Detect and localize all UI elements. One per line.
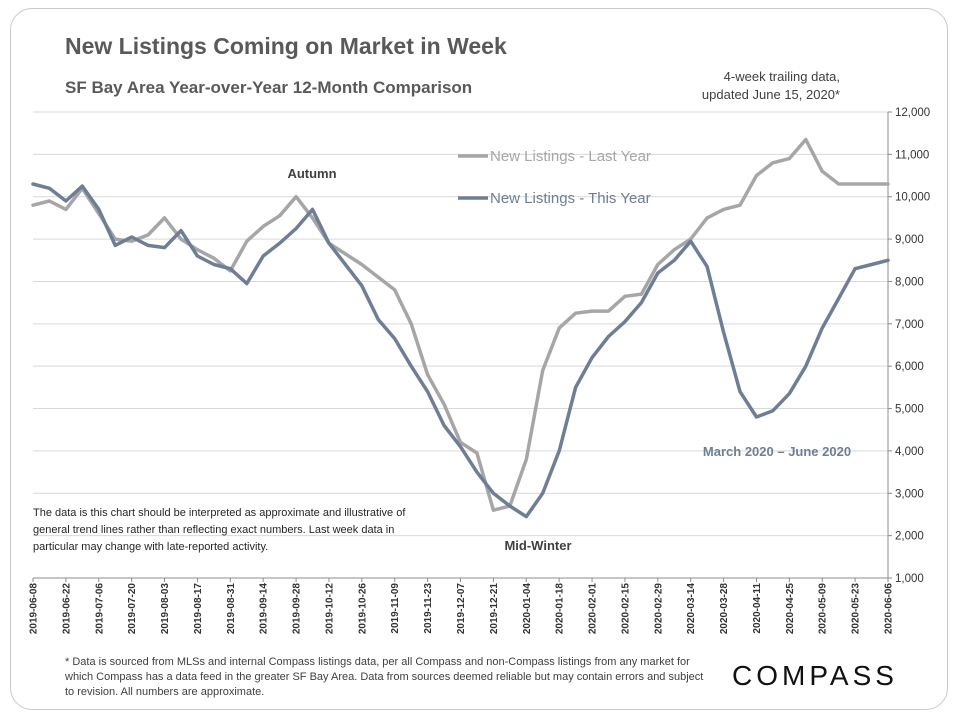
y-tick-label: 4,000 — [895, 446, 924, 458]
y-tick-label: 1,000 — [895, 573, 924, 585]
gridlines — [33, 111, 888, 537]
x-tick-label: 2019-09-14 — [259, 583, 270, 635]
x-tick-label: 2020-01-18 — [555, 583, 566, 635]
y-tick-label: 10,000 — [895, 192, 930, 204]
x-tick-label: 2019-08-17 — [193, 583, 204, 635]
x-tick-label: 2019-12-07 — [456, 583, 467, 635]
annotation-autumn: Autumn — [287, 166, 336, 181]
footnote-text: * Data is sourced from MLSs and internal… — [65, 656, 704, 698]
y-tick-label: 9,000 — [895, 234, 924, 246]
x-tick-label: 2019-10-12 — [324, 583, 335, 635]
y-axis: 1,000 2,000 3,000 4,000 5,000 6,000 7,000 8,000… — [887, 107, 930, 585]
x-tick-label: 2019-07-06 — [94, 583, 105, 635]
y-tick-label: 8,000 — [895, 276, 924, 288]
x-tick-label: 2019-10-26 — [357, 583, 368, 635]
disclaimer-text: The data is this chart should be interpr… — [33, 507, 406, 553]
series-line-this-year — [31, 182, 890, 519]
chart-subtitle: SF Bay Area Year-over-Year 12-Month Comp… — [65, 78, 473, 97]
x-tick-label: 2019-11-23 — [423, 583, 434, 634]
x-tick-label: 2019-06-22 — [61, 583, 72, 635]
legend: New Listings - Last Year New Listings - T… — [458, 148, 651, 207]
legend-label: New Listings - This Year — [490, 190, 651, 207]
x-tick-label: 2020-02-01 — [588, 583, 599, 635]
y-tick-label: 11,000 — [895, 149, 929, 161]
x-tick-label: 2019-08-03 — [160, 583, 171, 635]
legend-label: New Listings - Last Year — [490, 148, 651, 165]
y-tick-label: 6,000 — [895, 361, 924, 373]
data-note-line1: 4-week trailing data, — [723, 69, 840, 84]
y-tick-label: 7,000 — [895, 319, 924, 331]
x-tick-label: 2020-05-23 — [851, 583, 862, 635]
x-axis: 2019-06-08 2019-06-22 2019-07-06 2019-07-20… — [29, 577, 895, 635]
annotation-march-june: March 2020 – June 2020 — [703, 444, 851, 459]
x-tick-label: 2020-02-15 — [620, 583, 631, 635]
y-tick-label: 12,000 — [895, 107, 930, 119]
x-tick-label: 2020-03-28 — [719, 583, 730, 635]
annotations: Autumn Mid-Winter March 2020 – June 2020 — [287, 166, 851, 553]
y-tick-label: 2,000 — [895, 531, 924, 543]
annotation-mid-winter: Mid-Winter — [504, 538, 571, 553]
x-tick-label: 2019-12-21 — [489, 583, 500, 635]
series-lines — [31, 137, 890, 519]
slide-frame — [10, 8, 948, 710]
x-tick-label: 2020-04-25 — [785, 583, 796, 635]
compass-logo: COMPASS — [732, 660, 898, 691]
data-note: 4-week trailing data, updated June 15, 2… — [702, 68, 840, 104]
x-tick-label: 2019-11-09 — [390, 583, 401, 634]
x-tick-label: 2019-09-28 — [292, 583, 303, 635]
x-tick-label: 2019-06-08 — [29, 583, 40, 635]
x-tick-label: 2020-01-04 — [522, 583, 533, 635]
x-tick-label: 2020-05-09 — [818, 583, 829, 635]
x-tick-label: 2019-08-31 — [226, 583, 237, 635]
data-note-line2: updated June 15, 2020* — [701, 87, 840, 102]
y-tick-label: 5,000 — [895, 404, 924, 416]
x-tick-label: 2019-07-20 — [127, 583, 138, 635]
x-tick-label: 2020-06-06 — [884, 583, 895, 635]
y-tick-label: 3,000 — [895, 488, 924, 500]
x-tick-label: 2020-03-14 — [686, 583, 697, 635]
series-line-last-year — [31, 137, 890, 512]
x-tick-label: 2020-04-11 — [752, 583, 763, 634]
chart-title: New Listings Coming on Market in Week — [65, 33, 507, 59]
x-tick-label: 2020-02-29 — [653, 583, 664, 635]
